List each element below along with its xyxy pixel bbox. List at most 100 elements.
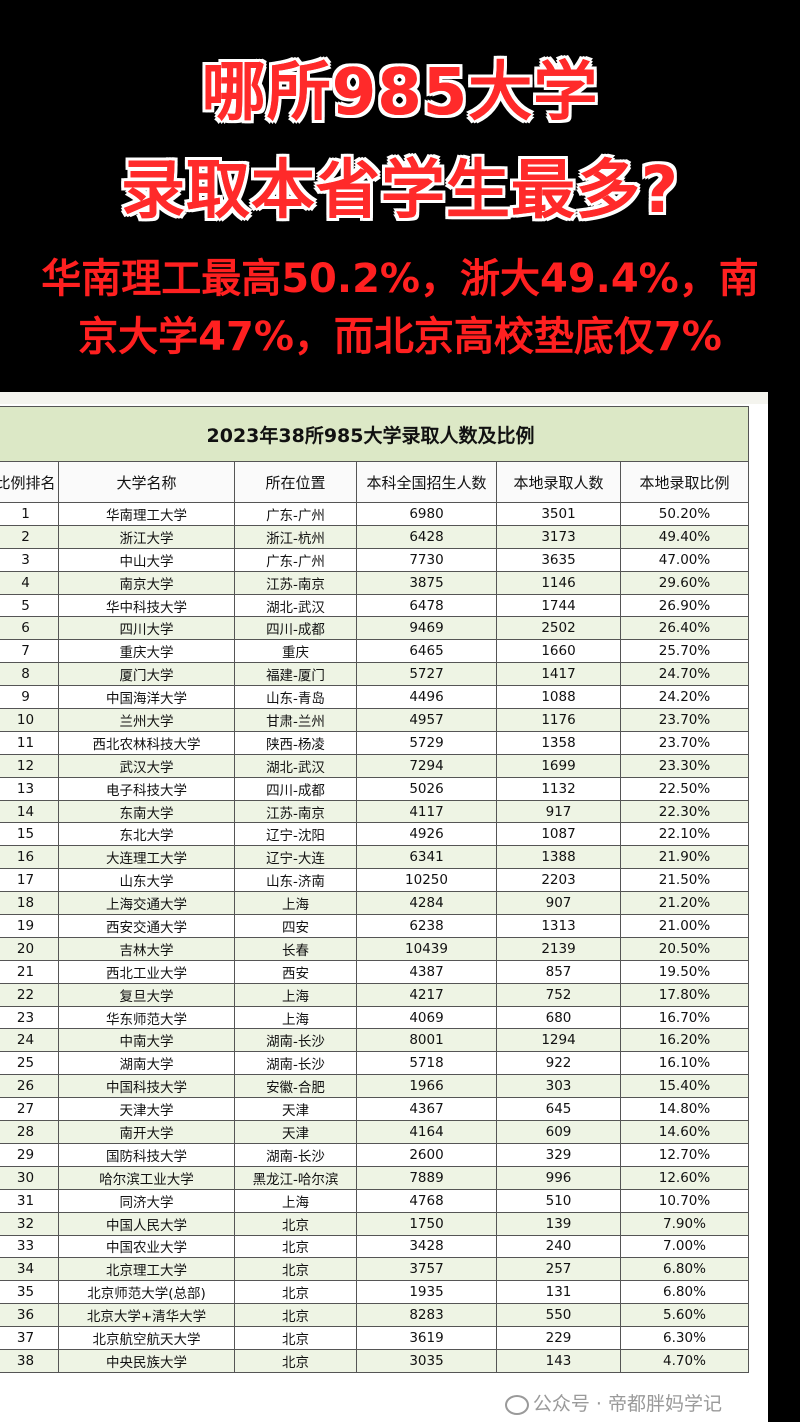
table-row: 1 华南理工大学 广东-广州 6980 3501 50.20% xyxy=(0,502,749,526)
table-row: 15 东北大学 辽宁-沈阳 4926 1087 22.10% xyxy=(0,822,749,847)
table-row: 29 国防科技大学 湖南-长沙 2600 329 12.70% xyxy=(0,1142,749,1167)
local-admission-cell: 240 xyxy=(496,1234,621,1259)
university-cell: 上海交通大学 xyxy=(58,891,235,916)
local-admission-cell: 1176 xyxy=(496,708,621,732)
table-row: 27 天津大学 天津 4367 645 14.80% xyxy=(0,1097,749,1122)
university-cell: 中国科技大学 xyxy=(58,1074,235,1099)
national-enrollment-cell: 4957 xyxy=(356,708,497,732)
local-admission-cell: 1699 xyxy=(496,753,621,778)
national-enrollment-cell: 5729 xyxy=(356,730,497,755)
table-row: 34 北京理工大学 北京 3757 257 6.80% xyxy=(0,1257,749,1282)
national-enrollment-cell: 4387 xyxy=(356,959,497,984)
national-enrollment-cell: 4117 xyxy=(356,799,497,824)
rank-cell: 20 xyxy=(0,936,59,961)
university-cell: 电子科技大学 xyxy=(58,776,235,801)
local-ratio-cell: 50.20% xyxy=(620,502,749,526)
location-cell: 上海 xyxy=(234,891,357,916)
rank-cell: 35 xyxy=(0,1280,59,1305)
local-ratio-cell: 22.30% xyxy=(620,799,749,824)
national-enrollment-cell: 7730 xyxy=(356,547,497,572)
local-ratio-cell: 26.40% xyxy=(620,616,749,641)
sheet-top-strip xyxy=(0,392,768,404)
watermark: 公众号 · 帝都胖妈学记 xyxy=(504,1389,722,1416)
national-enrollment-cell: 6341 xyxy=(356,845,497,870)
table-row: 14 东南大学 江苏-南京 4117 917 22.30% xyxy=(0,799,749,824)
location-cell: 上海 xyxy=(234,982,357,1007)
location-cell: 山东-青岛 xyxy=(234,685,357,710)
rank-cell: 12 xyxy=(0,753,59,778)
location-cell: 天津 xyxy=(234,1120,357,1144)
table-row: 25 湖南大学 湖南-长沙 5718 922 16.10% xyxy=(0,1051,749,1076)
local-ratio-cell: 12.70% xyxy=(620,1142,749,1167)
location-cell: 黑龙江-哈尔滨 xyxy=(234,1165,357,1190)
university-cell: 西北农林科技大学 xyxy=(58,730,235,755)
university-cell: 中山大学 xyxy=(58,547,235,572)
local-admission-cell: 2203 xyxy=(496,868,621,893)
table-row: 30 哈尔滨工业大学 黑龙江-哈尔滨 7889 996 12.60% xyxy=(0,1165,749,1190)
university-cell: 浙江大学 xyxy=(58,524,235,549)
university-cell: 中央民族大学 xyxy=(58,1348,235,1373)
local-admission-cell: 752 xyxy=(496,982,621,1007)
location-cell: 江苏-南京 xyxy=(234,570,357,595)
university-cell: 北京理工大学 xyxy=(58,1257,235,1282)
table-row: 11 西北农林科技大学 陕西-杨凌 5729 1358 23.70% xyxy=(0,730,749,755)
local-admission-cell: 996 xyxy=(496,1165,621,1190)
admission-table: 2023年38所985大学录取人数及比例 比例排名 大学名称 所在位置 本科全国招生人… xyxy=(0,406,749,1373)
local-ratio-cell: 16.20% xyxy=(620,1028,749,1053)
location-cell: 辽宁-沈阳 xyxy=(234,822,357,847)
rank-cell: 16 xyxy=(0,845,59,870)
national-enrollment-cell: 4069 xyxy=(356,1005,497,1030)
rank-cell: 23 xyxy=(0,1005,59,1030)
university-cell: 北京航空航天大学 xyxy=(58,1326,235,1350)
university-cell: 兰州大学 xyxy=(58,708,235,732)
university-cell: 四川大学 xyxy=(58,616,235,641)
local-admission-cell: 1313 xyxy=(496,914,621,938)
rank-cell: 6 xyxy=(0,616,59,641)
university-cell: 湖南大学 xyxy=(58,1051,235,1076)
rank-cell: 8 xyxy=(0,662,59,687)
university-cell: 南京大学 xyxy=(58,570,235,595)
national-enrollment-cell: 5727 xyxy=(356,662,497,687)
university-cell: 大连理工大学 xyxy=(58,845,235,870)
location-cell: 湖南-长沙 xyxy=(234,1051,357,1076)
local-ratio-cell: 7.00% xyxy=(620,1234,749,1259)
national-enrollment-cell: 2600 xyxy=(356,1142,497,1167)
table-row: 22 复旦大学 上海 4217 752 17.80% xyxy=(0,982,749,1007)
local-admission-cell: 1388 xyxy=(496,845,621,870)
table-header-row: 比例排名 大学名称 所在位置 本科全国招生人数 本地录取人数 本地录取比例 xyxy=(0,461,749,503)
national-enrollment-cell: 4367 xyxy=(356,1097,497,1122)
university-cell: 国防科技大学 xyxy=(58,1142,235,1167)
hero-banner: 哪所985大学 录取本省学生最多? 华南理工最高50.2%，浙大49.4%，南 … xyxy=(0,0,800,390)
column-header: 本科全国招生人数 xyxy=(356,461,497,503)
rank-cell: 38 xyxy=(0,1348,59,1373)
local-ratio-cell: 29.60% xyxy=(620,570,749,595)
national-enrollment-cell: 7294 xyxy=(356,753,497,778)
wechat-icon xyxy=(504,1394,529,1415)
subline-line-2: 京大学47%，而北京高校垫底仅7% xyxy=(78,314,722,360)
local-admission-cell: 329 xyxy=(496,1142,621,1167)
location-cell: 北京 xyxy=(234,1348,357,1373)
rank-cell: 28 xyxy=(0,1120,59,1144)
national-enrollment-cell: 4217 xyxy=(356,982,497,1007)
national-enrollment-cell: 3035 xyxy=(356,1348,497,1373)
local-ratio-cell: 15.40% xyxy=(620,1074,749,1099)
local-ratio-cell: 47.00% xyxy=(620,547,749,572)
rank-cell: 37 xyxy=(0,1326,59,1350)
column-header: 大学名称 xyxy=(58,461,235,503)
local-ratio-cell: 21.00% xyxy=(620,914,749,938)
table-row: 21 西北工业大学 西安 4387 857 19.50% xyxy=(0,959,749,984)
table-row: 3 中山大学 广东-广州 7730 3635 47.00% xyxy=(0,547,749,572)
university-cell: 北京大学+清华大学 xyxy=(58,1303,235,1328)
national-enrollment-cell: 6478 xyxy=(356,593,497,618)
rank-cell: 31 xyxy=(0,1188,59,1213)
location-cell: 甘肃-兰州 xyxy=(234,708,357,732)
national-enrollment-cell: 6465 xyxy=(356,639,497,664)
university-cell: 同济大学 xyxy=(58,1188,235,1213)
local-ratio-cell: 5.60% xyxy=(620,1303,749,1328)
local-ratio-cell: 25.70% xyxy=(620,639,749,664)
rank-cell: 17 xyxy=(0,868,59,893)
national-enrollment-cell: 3428 xyxy=(356,1234,497,1259)
rank-cell: 34 xyxy=(0,1257,59,1282)
spreadsheet-image: 2023年38所985大学录取人数及比例 比例排名 大学名称 所在位置 本科全国招生人… xyxy=(0,392,768,1422)
local-admission-cell: 1146 xyxy=(496,570,621,595)
